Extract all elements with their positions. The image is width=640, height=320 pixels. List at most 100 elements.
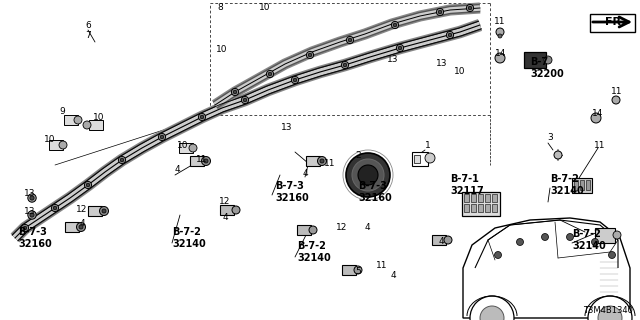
Text: 12: 12 bbox=[220, 197, 230, 206]
Bar bbox=[412, 152, 428, 166]
Text: 6: 6 bbox=[85, 21, 91, 30]
Bar bbox=[586, 180, 590, 190]
Circle shape bbox=[470, 296, 514, 320]
Circle shape bbox=[21, 224, 29, 232]
Text: 4: 4 bbox=[222, 212, 228, 221]
Circle shape bbox=[612, 96, 620, 104]
Bar bbox=[64, 115, 78, 125]
Text: T3M4B1340: T3M4B1340 bbox=[583, 306, 633, 315]
Circle shape bbox=[200, 115, 204, 119]
Bar bbox=[492, 194, 497, 202]
Text: 4: 4 bbox=[79, 220, 85, 228]
Circle shape bbox=[233, 90, 237, 94]
Circle shape bbox=[609, 252, 616, 259]
Circle shape bbox=[241, 96, 248, 104]
Bar bbox=[432, 235, 446, 245]
Bar bbox=[297, 225, 311, 235]
Circle shape bbox=[307, 52, 314, 59]
Circle shape bbox=[51, 204, 59, 212]
Text: 4: 4 bbox=[302, 169, 308, 178]
Bar bbox=[414, 155, 420, 163]
Circle shape bbox=[566, 234, 573, 241]
Bar bbox=[88, 206, 102, 216]
Bar bbox=[595, 228, 615, 243]
Text: 11: 11 bbox=[324, 158, 336, 167]
Circle shape bbox=[198, 113, 205, 121]
Circle shape bbox=[77, 222, 86, 231]
Circle shape bbox=[232, 206, 240, 214]
Circle shape bbox=[495, 53, 505, 63]
Text: B-7-1
32117: B-7-1 32117 bbox=[450, 174, 484, 196]
Circle shape bbox=[159, 133, 166, 140]
Circle shape bbox=[468, 6, 472, 10]
Text: 3: 3 bbox=[547, 132, 553, 141]
Text: 10: 10 bbox=[454, 68, 466, 76]
Circle shape bbox=[591, 113, 601, 123]
Text: 11: 11 bbox=[595, 140, 605, 149]
Text: 12: 12 bbox=[336, 222, 348, 231]
Text: 4: 4 bbox=[364, 222, 370, 231]
Bar bbox=[574, 180, 578, 190]
Bar bbox=[306, 156, 320, 166]
Circle shape bbox=[396, 44, 404, 52]
Text: 14: 14 bbox=[592, 108, 604, 117]
Text: B-7-2
32140: B-7-2 32140 bbox=[172, 227, 205, 249]
Bar bbox=[220, 205, 234, 215]
Circle shape bbox=[266, 70, 274, 77]
Circle shape bbox=[346, 153, 390, 197]
Circle shape bbox=[516, 238, 524, 245]
Text: 4: 4 bbox=[174, 165, 180, 174]
Circle shape bbox=[352, 159, 384, 191]
Circle shape bbox=[588, 296, 632, 320]
Circle shape bbox=[598, 306, 622, 320]
Text: 1: 1 bbox=[425, 140, 431, 149]
Circle shape bbox=[498, 34, 502, 38]
Circle shape bbox=[354, 266, 362, 274]
Bar bbox=[492, 204, 497, 212]
Circle shape bbox=[83, 121, 91, 129]
Circle shape bbox=[86, 183, 90, 187]
Text: 4: 4 bbox=[390, 271, 396, 281]
Circle shape bbox=[291, 76, 299, 84]
Circle shape bbox=[554, 151, 562, 159]
Circle shape bbox=[544, 56, 552, 64]
Text: 10: 10 bbox=[44, 135, 56, 145]
Circle shape bbox=[541, 234, 548, 241]
Circle shape bbox=[160, 135, 164, 139]
Text: 13: 13 bbox=[24, 207, 36, 217]
Circle shape bbox=[74, 116, 82, 124]
Circle shape bbox=[444, 236, 452, 244]
Text: B-7-2
32140: B-7-2 32140 bbox=[550, 174, 584, 196]
Text: 11: 11 bbox=[196, 156, 208, 164]
Text: 13: 13 bbox=[281, 124, 292, 132]
Text: B-7
32200: B-7 32200 bbox=[530, 57, 564, 79]
Circle shape bbox=[317, 156, 326, 165]
Text: 4: 4 bbox=[438, 237, 444, 246]
Circle shape bbox=[308, 53, 312, 57]
Text: 12: 12 bbox=[76, 205, 88, 214]
Circle shape bbox=[30, 213, 34, 217]
Circle shape bbox=[358, 165, 378, 185]
Bar bbox=[485, 204, 490, 212]
Bar bbox=[478, 204, 483, 212]
Bar bbox=[471, 194, 476, 202]
Circle shape bbox=[59, 141, 67, 149]
Text: 9: 9 bbox=[59, 108, 65, 116]
Circle shape bbox=[436, 8, 444, 16]
Circle shape bbox=[341, 61, 349, 68]
Text: B-7-3
32160: B-7-3 32160 bbox=[358, 181, 392, 203]
Circle shape bbox=[343, 63, 347, 67]
Circle shape bbox=[591, 238, 598, 245]
Circle shape bbox=[480, 306, 504, 320]
Circle shape bbox=[118, 156, 125, 164]
Circle shape bbox=[392, 21, 399, 28]
Circle shape bbox=[448, 33, 452, 37]
Text: B-7-2
32140: B-7-2 32140 bbox=[572, 229, 605, 251]
Circle shape bbox=[495, 252, 502, 259]
Circle shape bbox=[467, 4, 474, 12]
Bar bbox=[462, 192, 500, 216]
Circle shape bbox=[425, 153, 435, 163]
Bar bbox=[65, 222, 79, 232]
Circle shape bbox=[204, 159, 208, 163]
Text: 10: 10 bbox=[216, 45, 228, 54]
